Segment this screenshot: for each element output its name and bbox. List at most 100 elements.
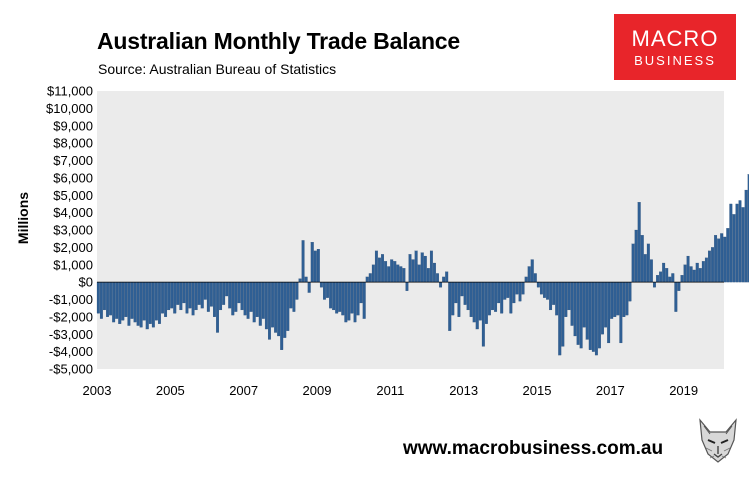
bar xyxy=(619,282,623,344)
trade-balance-chart: -$5,000 -$4,000 -$3,000 -$2,000 -$1,000 $0 $1,… xyxy=(15,84,749,398)
bar xyxy=(744,189,748,283)
bar xyxy=(112,282,116,323)
bar xyxy=(374,250,378,283)
bar-series xyxy=(96,174,749,356)
bar xyxy=(154,282,158,321)
bar xyxy=(488,282,491,316)
bar xyxy=(512,282,516,304)
bar xyxy=(747,174,749,283)
bar xyxy=(723,236,727,283)
bar xyxy=(99,282,103,319)
macrobusiness-logo[interactable]: MACRO BUSINESS xyxy=(614,14,736,80)
bar xyxy=(433,262,436,283)
y-tick-label: $10,000 xyxy=(46,101,93,116)
bar xyxy=(436,273,439,283)
bar xyxy=(151,282,155,328)
bar xyxy=(301,240,305,283)
bar xyxy=(582,282,586,328)
bar xyxy=(494,282,498,312)
bar xyxy=(261,282,265,319)
bar xyxy=(552,282,556,305)
bar xyxy=(524,276,528,283)
x-tick-label: 2011 xyxy=(376,383,404,398)
bar xyxy=(280,282,284,350)
bar xyxy=(326,282,329,298)
bar xyxy=(417,264,421,283)
bar xyxy=(729,203,733,283)
bar xyxy=(726,228,730,283)
bar xyxy=(656,275,659,283)
y-tick-label: $4,000 xyxy=(53,205,93,220)
bar xyxy=(115,282,119,319)
bar xyxy=(546,282,549,300)
bar xyxy=(497,282,501,304)
bar xyxy=(310,242,314,283)
bar xyxy=(561,282,565,347)
bar xyxy=(286,282,290,331)
y-tick-label: $5,000 xyxy=(53,188,93,203)
bar xyxy=(142,282,146,321)
bar xyxy=(634,229,638,283)
y-tick-label: -$1,000 xyxy=(49,292,93,307)
bar xyxy=(103,282,106,311)
bar xyxy=(292,282,296,312)
y-tick-label: $2,000 xyxy=(53,240,93,255)
bar xyxy=(124,282,128,317)
bar xyxy=(200,282,204,309)
bar xyxy=(533,273,537,283)
bar xyxy=(714,235,718,283)
bar xyxy=(680,275,684,283)
bar xyxy=(268,282,271,340)
bar xyxy=(365,276,369,283)
bar xyxy=(298,278,302,283)
y-tick-label: -$5,000 xyxy=(49,362,93,377)
bar xyxy=(579,282,583,349)
footer-url[interactable]: www.macrobusiness.com.au xyxy=(403,438,664,459)
bar xyxy=(481,282,485,347)
bar xyxy=(139,282,143,328)
bar xyxy=(405,282,409,291)
bar xyxy=(274,282,278,333)
bar xyxy=(649,259,653,283)
bar xyxy=(277,282,281,337)
bar xyxy=(625,282,629,316)
bar xyxy=(170,282,174,309)
bar xyxy=(191,282,195,316)
bar xyxy=(240,282,244,311)
bar xyxy=(264,282,268,330)
bar xyxy=(439,282,443,288)
bar xyxy=(460,282,464,297)
bar xyxy=(738,200,742,283)
bar xyxy=(500,282,504,314)
bar xyxy=(213,282,216,317)
bar xyxy=(332,282,336,311)
bar xyxy=(408,254,412,283)
bar xyxy=(182,282,186,304)
bar xyxy=(708,250,711,283)
bar xyxy=(457,282,461,317)
bar xyxy=(503,282,507,300)
bar xyxy=(573,282,577,337)
bar xyxy=(426,268,430,283)
bar xyxy=(411,259,415,283)
bar xyxy=(423,255,427,283)
bar xyxy=(387,266,391,283)
bar xyxy=(313,250,317,283)
bar xyxy=(188,282,192,309)
y-axis-ticks: -$5,000 -$4,000 -$3,000 -$2,000 -$1,000 $0 $1,… xyxy=(46,84,93,377)
bar xyxy=(653,282,656,288)
bar xyxy=(711,247,714,283)
bar xyxy=(399,266,403,283)
chart-source: Source: Australian Bureau of Statistics xyxy=(98,61,337,77)
bar xyxy=(338,282,342,312)
bar xyxy=(237,282,241,304)
bar xyxy=(478,282,482,321)
bar xyxy=(173,282,177,314)
bar xyxy=(109,282,113,316)
bar xyxy=(414,250,418,283)
bar xyxy=(735,203,739,283)
bar xyxy=(717,238,721,283)
bar xyxy=(179,282,183,311)
bar xyxy=(194,282,198,311)
bar xyxy=(158,282,161,324)
